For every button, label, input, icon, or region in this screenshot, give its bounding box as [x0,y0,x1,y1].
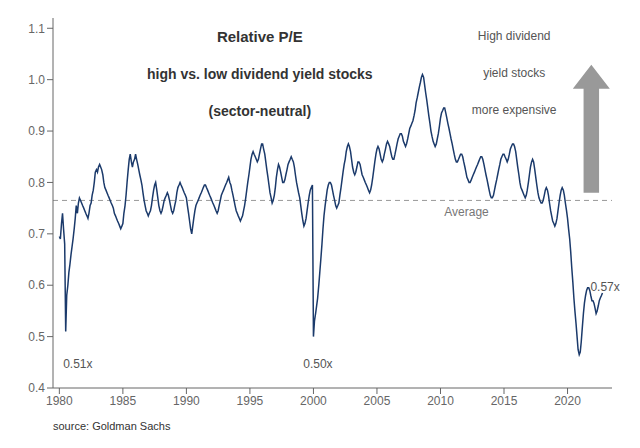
html-text:Relative P/E: Relative P/E [216,28,303,46]
svg-text:2010: 2010 [427,394,454,408]
svg-text:0.57x: 0.57x [590,280,619,294]
svg-text:0.7: 0.7 [28,227,45,241]
svg-text:Average: Average [444,205,489,219]
svg-text:0.51x: 0.51x [63,357,92,371]
svg-text:0.4: 0.4 [28,381,45,395]
html-text:yield stocks: yield stocks [483,66,546,81]
svg-text:1980: 1980 [46,394,73,408]
html-text:more expensive: more expensive [471,103,557,118]
svg-text:1985: 1985 [110,394,137,408]
svg-text:0.50x: 0.50x [303,357,332,371]
svg-text:0.8: 0.8 [28,176,45,190]
svg-text:1.0: 1.0 [28,73,45,87]
svg-text:1995: 1995 [237,394,264,408]
html-text:source: Goldman Sachs: source: Goldman Sachs [53,420,171,432]
html-text:(sector-neutral): (sector-neutral) [208,103,312,120]
svg-text:1990: 1990 [173,394,200,408]
svg-text:2000: 2000 [300,394,327,408]
svg-text:2005: 2005 [364,394,391,408]
svg-text:2015: 2015 [491,394,518,408]
svg-text:0.6: 0.6 [28,278,45,292]
svg-text:2020: 2020 [554,394,581,408]
svg-text:0.9: 0.9 [28,124,45,138]
svg-text:0.5: 0.5 [28,330,45,344]
html-text:high vs. low dividend yield st: high vs. low dividend yield stocks [147,66,373,83]
html-text:High dividend: High dividend [477,29,551,44]
svg-text:1.1: 1.1 [28,22,45,36]
